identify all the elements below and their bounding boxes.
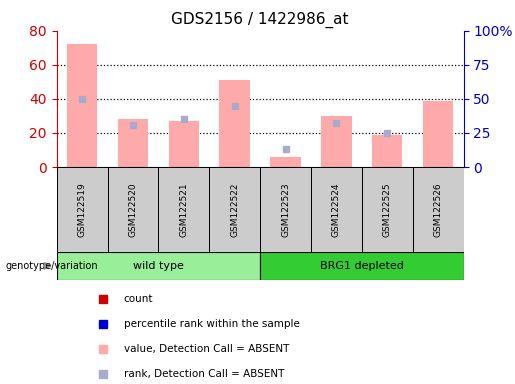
Bar	[362, 167, 413, 252]
Title: GDS2156 / 1422986_at: GDS2156 / 1422986_at	[171, 12, 349, 28]
Bar	[372, 135, 402, 167]
Bar	[108, 167, 159, 252]
Bar	[321, 116, 352, 167]
Text: GSM122523: GSM122523	[281, 182, 290, 237]
Bar	[209, 167, 260, 252]
Bar	[423, 101, 453, 167]
Bar	[311, 167, 362, 252]
Text: GSM122519: GSM122519	[78, 182, 87, 237]
Text: value, Detection Call = ABSENT: value, Detection Call = ABSENT	[124, 344, 289, 354]
Text: GSM122525: GSM122525	[383, 182, 392, 237]
Bar	[117, 119, 148, 167]
Text: wild type: wild type	[133, 261, 184, 271]
Text: GSM122521: GSM122521	[179, 182, 188, 237]
Text: rank, Detection Call = ABSENT: rank, Detection Call = ABSENT	[124, 369, 284, 379]
Text: GSM122522: GSM122522	[230, 182, 239, 237]
Bar	[270, 157, 301, 167]
Bar	[260, 167, 311, 252]
Bar	[57, 252, 260, 280]
Text: genotype/variation: genotype/variation	[5, 261, 98, 271]
Text: GSM122520: GSM122520	[128, 182, 138, 237]
Text: percentile rank within the sample: percentile rank within the sample	[124, 319, 300, 329]
Text: GSM122526: GSM122526	[434, 182, 442, 237]
Bar	[219, 80, 250, 167]
Bar	[413, 167, 464, 252]
Bar	[168, 121, 199, 167]
Text: GSM122524: GSM122524	[332, 182, 341, 237]
Bar	[159, 167, 209, 252]
Text: BRG1 depleted: BRG1 depleted	[320, 261, 404, 271]
Bar	[67, 44, 97, 167]
Bar	[57, 167, 108, 252]
Text: count: count	[124, 294, 153, 304]
Bar	[260, 252, 464, 280]
